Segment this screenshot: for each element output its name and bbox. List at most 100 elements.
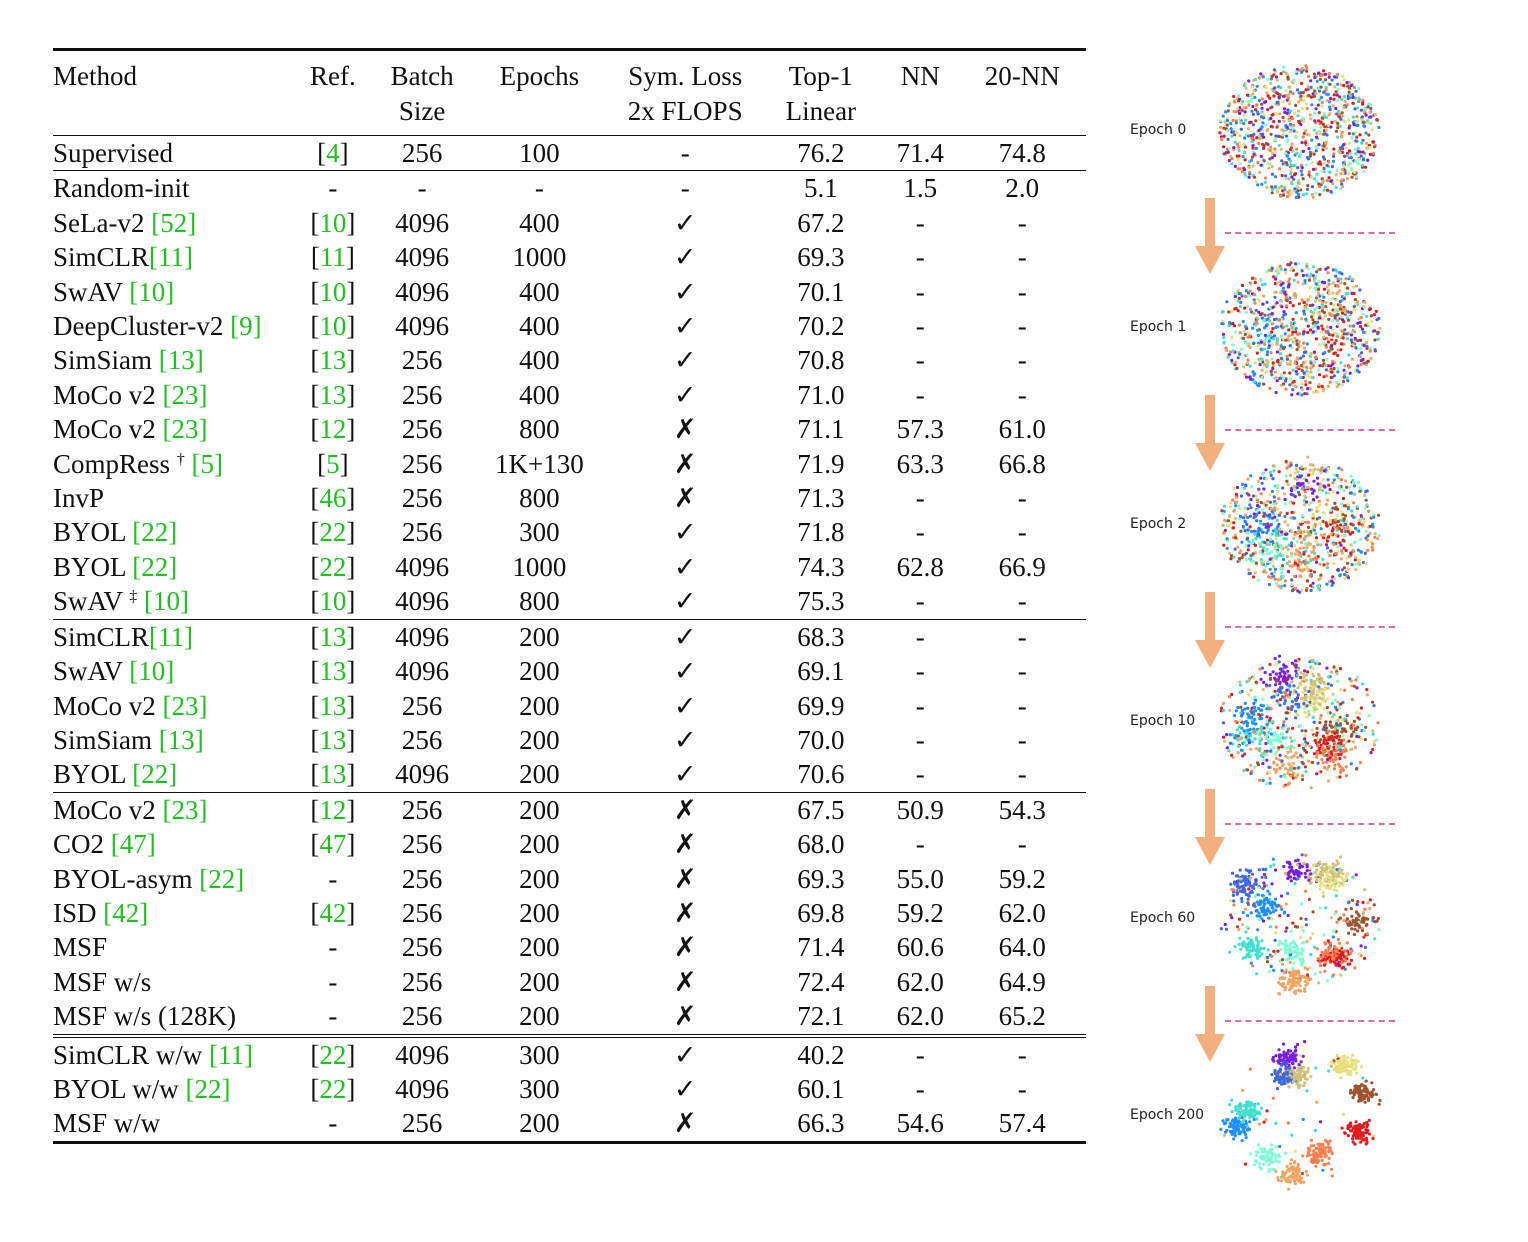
tsne-point [1228, 899, 1233, 903]
tsne-point [1297, 766, 1301, 770]
table-row: SwAV ‡ [10] [10] 4096 800 ✓ 75.3- - [53, 584, 1086, 619]
tsne-point [1299, 152, 1303, 156]
tsne-point [1310, 138, 1314, 142]
tsne-point [1264, 741, 1268, 746]
tsne-point [1277, 317, 1281, 322]
tsne-point [1289, 516, 1293, 520]
tsne-point [1221, 523, 1225, 527]
tsne-point [1353, 558, 1357, 562]
tsne-point [1282, 864, 1286, 869]
nn-cell: - [915, 690, 925, 721]
ref-citation: 22 [319, 517, 347, 548]
table-row: MoCo v2 [23] [12] 256 200 ✗ 67.5 50.9 54.3 [53, 792, 1086, 827]
tsne-point [1327, 288, 1331, 292]
tsne-point [1282, 94, 1286, 98]
tsne-point [1356, 147, 1360, 151]
tsne-point [1256, 893, 1260, 897]
tsne-point [1277, 746, 1281, 750]
tsne-point [1329, 916, 1333, 920]
tsne-point [1332, 888, 1336, 892]
tsne-point [1240, 283, 1245, 287]
top1-cell: 71.1 [797, 414, 845, 445]
tsne-point [1264, 468, 1268, 472]
tsne-point [1258, 521, 1263, 525]
tsne-point [1355, 710, 1359, 715]
tsne-point [1256, 508, 1260, 512]
tsne-point [1309, 953, 1313, 957]
tsne-point [1304, 853, 1308, 857]
tsne-point [1299, 356, 1303, 360]
tsne-point [1316, 863, 1320, 867]
tsne-point [1299, 671, 1303, 675]
tsne-point [1279, 194, 1283, 198]
tsne-point [1234, 121, 1238, 125]
tsne-point [1338, 667, 1343, 671]
tsne-point [1347, 353, 1351, 357]
tsne-point [1281, 486, 1285, 490]
tsne-point [1234, 719, 1238, 723]
tsne-point [1318, 267, 1322, 271]
tsne-point [1347, 485, 1351, 489]
ref-bracket: ] [346, 517, 356, 548]
tsne-point [1242, 486, 1246, 490]
tsne-point [1363, 551, 1367, 555]
tsne-point [1356, 321, 1360, 325]
tsne-point [1351, 277, 1355, 281]
tsne-point [1327, 176, 1331, 180]
tsne-point [1232, 903, 1236, 907]
tsne-point [1291, 117, 1295, 121]
tsne-point [1259, 163, 1263, 167]
method-name: BYOL-asym [53, 863, 200, 894]
tsne-point [1275, 582, 1279, 586]
tsne-point [1253, 709, 1258, 713]
nn-cell: 60.6 [896, 932, 944, 963]
tsne-point [1286, 913, 1290, 918]
ref-bracket: ] [339, 138, 349, 168]
tsne-point [1236, 545, 1240, 549]
tsne-point [1305, 673, 1309, 677]
tsne-point [1311, 195, 1315, 199]
tsne-point [1272, 738, 1276, 742]
tsne-point [1372, 313, 1376, 317]
batch-size-cell: 4096 [395, 276, 450, 307]
tsne-point [1335, 93, 1339, 97]
tsne-point [1257, 357, 1261, 361]
tsne-point [1272, 334, 1276, 338]
tsne-point [1359, 537, 1363, 541]
tsne-point [1240, 100, 1245, 104]
tsne-point [1293, 559, 1297, 563]
ref-cell: [13] [290, 378, 377, 412]
tsne-point [1268, 781, 1272, 785]
tsne-point [1272, 863, 1276, 867]
method-name: MoCo v2 [53, 690, 163, 721]
ref-citation: 22 [319, 551, 347, 582]
tsne-point [1337, 382, 1341, 386]
tsne-point [1330, 78, 1334, 82]
tsne-point [1231, 888, 1236, 892]
tsne-point [1289, 929, 1293, 933]
tsne-point [1324, 521, 1328, 525]
tsne-point [1326, 498, 1330, 502]
tsne-point [1230, 1110, 1234, 1114]
method-citation: [10] [129, 276, 175, 307]
tsne-point [1248, 734, 1253, 738]
tsne-point [1343, 949, 1347, 953]
tsne-point [1279, 511, 1283, 515]
tsne-point [1254, 698, 1258, 702]
tsne-point [1253, 948, 1257, 952]
tsne-point [1275, 541, 1279, 545]
tsne-point [1275, 550, 1279, 554]
tsne-point [1356, 86, 1361, 90]
tsne-point [1331, 297, 1335, 301]
tsne-point [1284, 929, 1288, 933]
tsne-point [1271, 720, 1275, 724]
tsne-point [1260, 939, 1264, 943]
tsne-point [1296, 589, 1300, 593]
tsne-point [1324, 374, 1328, 378]
tsne-point [1355, 686, 1359, 690]
method-name: MSF [53, 932, 108, 963]
tsne-point [1240, 896, 1244, 901]
tsne-point [1319, 955, 1323, 959]
tsne-point [1349, 333, 1353, 337]
ref-citation: 46 [319, 483, 347, 514]
